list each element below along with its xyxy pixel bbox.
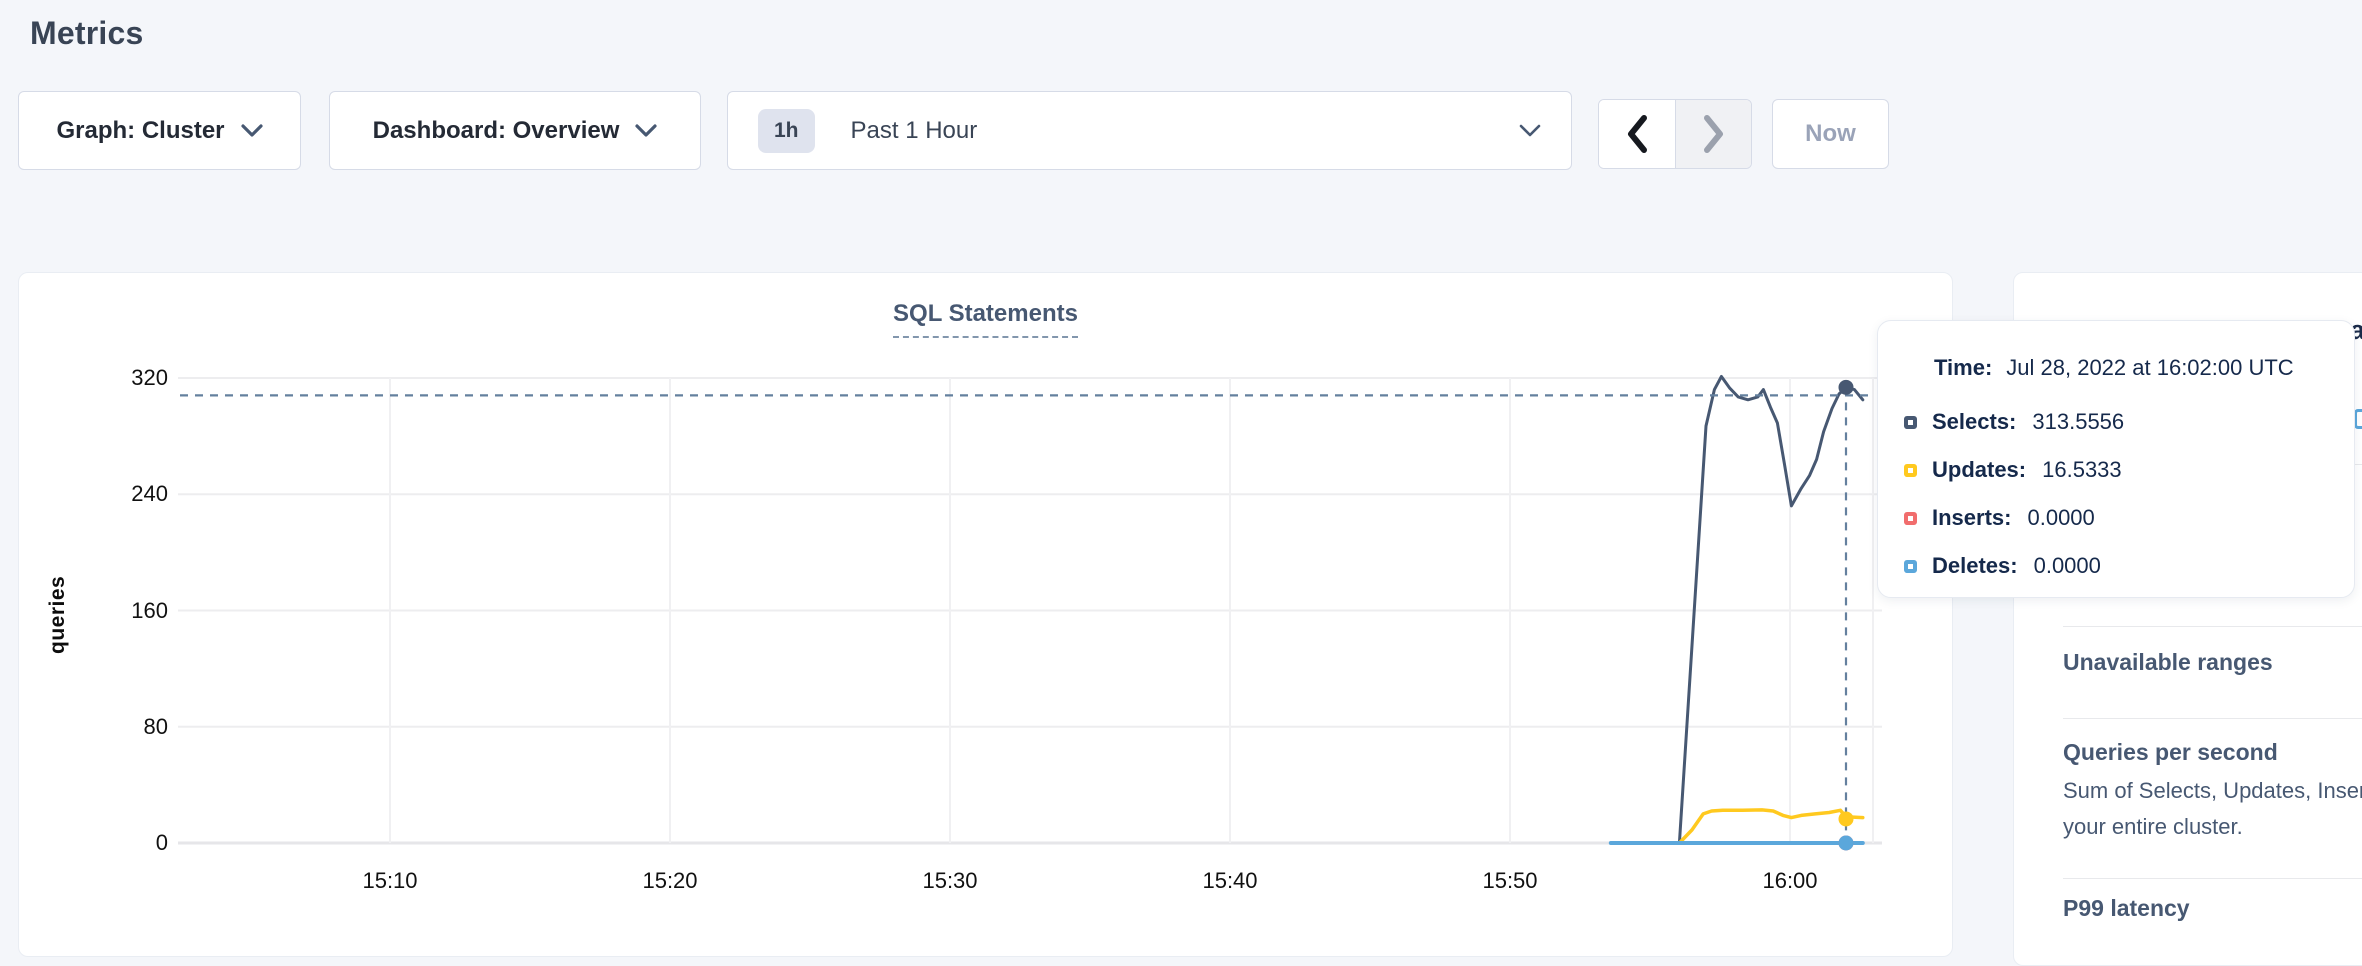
series-swatch-icon (1904, 511, 1917, 525)
page-title: Metrics (30, 15, 144, 52)
sidebar-divider (2063, 878, 2362, 879)
chevron-down-icon (1519, 124, 1541, 136)
tooltip-row-label: Selects: (1932, 409, 2017, 434)
tooltip-row-value: 0.0000 (2033, 553, 2101, 578)
sidebar-divider (2063, 626, 2362, 627)
dashboard-dropdown[interactable]: Dashboard: Overview (329, 91, 701, 170)
chevron-left-icon (1628, 115, 1647, 153)
now-button[interactable]: Now (1772, 99, 1889, 169)
series-line-selects (1609, 375, 1865, 845)
y-axis-label: queries (46, 575, 69, 655)
tooltip-time-row: Time: Jul 28, 2022 at 16:02:00 UTC (1934, 355, 2294, 381)
chevron-right-icon (1703, 115, 1723, 153)
chevron-down-icon (635, 123, 657, 137)
time-forward-button[interactable] (1675, 100, 1751, 168)
sidebar-desc-line: your entire cluster. (2063, 814, 2243, 839)
tooltip-row-label: Deletes: (1932, 553, 2018, 578)
tooltip-row-label: Updates: (1932, 457, 2027, 482)
time-range-badge: 1h (758, 108, 815, 153)
sidebar-heading-queries-per-second: Queries per second (2063, 739, 2278, 765)
time-window-arrows (1598, 99, 1752, 169)
chevron-down-icon (240, 123, 263, 137)
tooltip-row-label: Inserts: (1932, 505, 2012, 530)
sidebar-desc-line: Sum of Selects, Updates, Inser (2063, 778, 2362, 803)
hover-dot-updates (1838, 811, 1854, 827)
time-back-button[interactable] (1599, 100, 1675, 168)
sidebar-divider (2063, 718, 2362, 719)
tooltip-row-value: 313.5556 (2032, 409, 2125, 434)
graph-dropdown[interactable]: Graph: Cluster (18, 91, 301, 170)
time-range-label: Past 1 Hour (850, 116, 978, 144)
line-chart[interactable] (170, 360, 1890, 900)
series-swatch-icon (1904, 463, 1917, 477)
tooltip-time-label: Time: (1934, 355, 1993, 380)
hover-dot-deletes (1838, 835, 1854, 851)
chart-title-wrap: SQL Statements (18, 300, 1953, 338)
tooltip-row-selects: Selects: 313.5556 (1904, 407, 2124, 437)
tooltip-time-value: Jul 28, 2022 at 16:02:00 UTC (2006, 355, 2294, 380)
hover-dot-selects (1838, 379, 1854, 395)
series-swatch-icon (1904, 415, 1917, 429)
chart-tooltip: Time: Jul 28, 2022 at 16:02:00 UTC Select… (1877, 320, 2355, 598)
sidebar-heading-unavailable-ranges: Unavailable ranges (2063, 649, 2273, 675)
dashboard-dropdown-label: Dashboard: Overview (372, 116, 620, 144)
chart-title[interactable]: SQL Statements (893, 300, 1078, 338)
tooltip-row-updates: Updates: 16.5333 (1904, 455, 2122, 485)
tooltip-row-inserts: Inserts: 0.0000 (1904, 503, 2095, 533)
clipped-link-fragment (2354, 409, 2362, 429)
series-line-updates (1609, 808, 1865, 845)
time-range-dropdown[interactable]: 1h Past 1 Hour (727, 91, 1572, 170)
tooltip-row-deletes: Deletes: 0.0000 (1904, 551, 2101, 581)
tooltip-row-value: 0.0000 (2027, 505, 2095, 530)
sidebar-heading-p99-latency: P99 latency (2063, 895, 2190, 921)
graph-dropdown-label: Graph: Cluster (56, 116, 225, 144)
tooltip-row-value: 16.5333 (2042, 457, 2122, 482)
series-swatch-icon (1904, 559, 1917, 573)
